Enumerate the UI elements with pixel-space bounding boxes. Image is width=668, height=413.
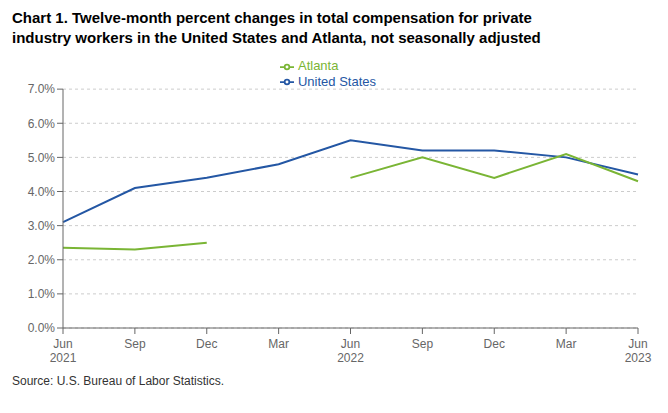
svg-text:Sep: Sep <box>412 337 434 351</box>
html-text:Atlanta: Atlanta <box>298 58 339 73</box>
html-text:United States: United States <box>298 73 376 89</box>
svg-text:5.0%: 5.0% <box>28 151 56 165</box>
html-text:Chart 1. Twelve-month percent: Chart 1. Twelve-month percent changes in… <box>12 9 532 26</box>
svg-text:0.0%: 0.0% <box>28 321 56 335</box>
svg-text:Sep: Sep <box>124 337 146 351</box>
svg-text:Dec: Dec <box>484 337 505 351</box>
svg-text:7.0%: 7.0% <box>28 82 56 96</box>
svg-text:1.0%: 1.0% <box>28 287 56 301</box>
svg-text:Jun2022: Jun2022 <box>337 337 364 365</box>
html-text:Source: U.S. Bureau of Labor S: Source: U.S. Bureau of Labor Statistics. <box>12 374 225 388</box>
svg-text:Jun2023: Jun2023 <box>625 337 652 365</box>
svg-text:3.0%: 3.0% <box>28 219 56 233</box>
svg-text:2.0%: 2.0% <box>28 253 56 267</box>
svg-text:6.0%: 6.0% <box>28 117 56 131</box>
html-text:industry workers in the United: industry workers in the United States an… <box>12 29 541 46</box>
svg-text:4.0%: 4.0% <box>28 185 56 199</box>
svg-text:Jun2021: Jun2021 <box>50 337 77 365</box>
svg-text:Dec: Dec <box>196 337 217 351</box>
svg-text:Mar: Mar <box>268 337 289 351</box>
svg-text:Mar: Mar <box>556 337 577 351</box>
